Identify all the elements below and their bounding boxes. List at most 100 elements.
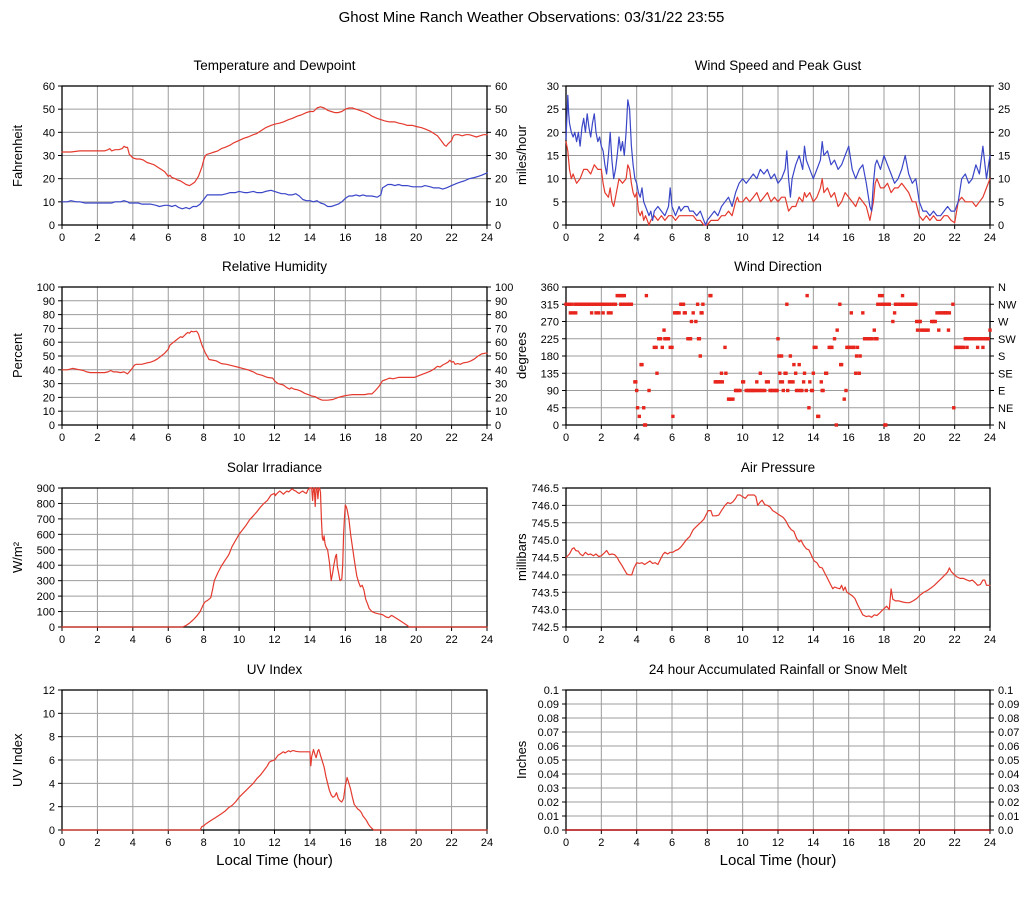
svg-text:100: 100	[37, 282, 55, 294]
svg-text:SW: SW	[998, 334, 1016, 346]
svg-text:20: 20	[913, 432, 925, 444]
plot-area: 0 2 4 6 8 10 12 14 16 18 20 22 24742.5743.0743.5744.…	[531, 483, 996, 646]
svg-text:30: 30	[495, 151, 507, 163]
svg-text:40: 40	[495, 127, 507, 139]
svg-text:4: 4	[634, 837, 640, 849]
svg-text:0.09: 0.09	[538, 699, 559, 711]
svg-text:20: 20	[913, 232, 925, 244]
svg-text:600: 600	[37, 529, 55, 541]
svg-text:500: 500	[37, 545, 55, 557]
chart-title: Relative Humidity	[221, 259, 328, 274]
chart-title: Wind Speed and Peak Gust	[694, 58, 862, 73]
svg-text:4: 4	[634, 232, 640, 244]
svg-text:400: 400	[37, 560, 55, 572]
svg-text:0: 0	[59, 634, 65, 646]
svg-text:0.02: 0.02	[998, 797, 1019, 809]
svg-text:743.5: 743.5	[531, 587, 559, 599]
svg-text:0: 0	[563, 837, 569, 849]
plot-area: 0 2 4 6 8 10 12 14 16 18 20 22 240.0 0.00.01 0.010.02 0…	[538, 685, 1020, 849]
svg-text:745.5: 745.5	[531, 518, 559, 530]
chart-title: Air Pressure	[740, 460, 816, 475]
svg-text:16: 16	[843, 837, 855, 849]
svg-text:0.07: 0.07	[998, 727, 1019, 739]
svg-text:12: 12	[43, 685, 55, 697]
svg-text:0.04: 0.04	[998, 769, 1019, 781]
svg-text:10: 10	[737, 232, 749, 244]
svg-text:10: 10	[495, 406, 507, 418]
chart-solar-irradiance: Solar Irradiance W/m² 0 2 4 6 8 10 12 14 16 18 20 2…	[0, 452, 549, 683]
svg-text:60: 60	[43, 337, 55, 349]
svg-text:22: 22	[445, 432, 457, 444]
svg-text:16: 16	[339, 432, 351, 444]
svg-text:2: 2	[94, 837, 100, 849]
svg-text:16: 16	[339, 232, 351, 244]
svg-text:30: 30	[998, 81, 1010, 93]
chart-uv-index: UV Index UV Index 0 2 4 6 8 10 12 14 16 18 20 22 24 0…	[0, 654, 549, 920]
svg-text:5: 5	[553, 197, 559, 209]
svg-text:22: 22	[949, 232, 961, 244]
svg-text:10: 10	[233, 634, 245, 646]
svg-text:45: 45	[547, 403, 559, 415]
svg-text:18: 18	[375, 232, 387, 244]
svg-text:6: 6	[165, 232, 171, 244]
svg-text:8: 8	[201, 432, 207, 444]
svg-text:24: 24	[984, 232, 996, 244]
svg-text:12: 12	[772, 634, 784, 646]
svg-text:N: N	[998, 420, 1006, 432]
svg-text:2: 2	[598, 634, 604, 646]
svg-text:20: 20	[410, 232, 422, 244]
svg-text:360: 360	[541, 282, 559, 294]
svg-text:0.08: 0.08	[998, 713, 1019, 725]
svg-text:0.0: 0.0	[544, 825, 559, 837]
svg-text:700: 700	[37, 514, 55, 526]
svg-text:14: 14	[304, 837, 316, 849]
svg-text:30: 30	[547, 81, 559, 93]
svg-text:30: 30	[43, 151, 55, 163]
svg-text:2: 2	[94, 232, 100, 244]
svg-text:0: 0	[553, 420, 559, 432]
svg-text:10: 10	[43, 197, 55, 209]
svg-text:0.03: 0.03	[538, 783, 559, 795]
svg-text:8: 8	[704, 432, 710, 444]
svg-text:60: 60	[43, 81, 55, 93]
chart-title: Temperature and Dewpoint	[193, 58, 356, 73]
chart-title: 24 hour Accumulated Rainfall or Snow Mel…	[648, 662, 908, 677]
svg-text:20: 20	[998, 127, 1010, 139]
svg-text:SE: SE	[998, 368, 1013, 380]
svg-text:18: 18	[878, 634, 890, 646]
svg-text:S: S	[998, 351, 1005, 363]
svg-text:0: 0	[998, 220, 1004, 232]
svg-text:0: 0	[563, 432, 569, 444]
svg-text:10: 10	[547, 174, 559, 186]
svg-text:16: 16	[339, 837, 351, 849]
svg-text:4: 4	[634, 432, 640, 444]
svg-text:22: 22	[949, 837, 961, 849]
svg-text:10: 10	[495, 197, 507, 209]
svg-text:6: 6	[669, 837, 675, 849]
chart-relative-humidity: Relative Humidity Percent 0 2 4 6 8 10 12 14 16 1…	[0, 251, 549, 481]
svg-text:12: 12	[772, 837, 784, 849]
svg-text:6: 6	[165, 634, 171, 646]
svg-text:8: 8	[704, 837, 710, 849]
svg-text:0: 0	[553, 220, 559, 232]
svg-text:10: 10	[998, 174, 1010, 186]
svg-text:12: 12	[268, 432, 280, 444]
svg-text:14: 14	[807, 634, 819, 646]
chart-title: Solar Irradiance	[226, 460, 323, 475]
svg-text:NE: NE	[998, 403, 1013, 415]
svg-text:4: 4	[130, 634, 136, 646]
svg-text:80: 80	[495, 310, 507, 322]
svg-text:0.05: 0.05	[998, 755, 1019, 767]
svg-text:4: 4	[130, 432, 136, 444]
svg-text:2: 2	[94, 432, 100, 444]
svg-text:2: 2	[598, 432, 604, 444]
svg-text:15: 15	[547, 151, 559, 163]
svg-text:6: 6	[165, 432, 171, 444]
svg-text:16: 16	[843, 432, 855, 444]
svg-text:10: 10	[43, 708, 55, 720]
svg-text:10: 10	[737, 837, 749, 849]
